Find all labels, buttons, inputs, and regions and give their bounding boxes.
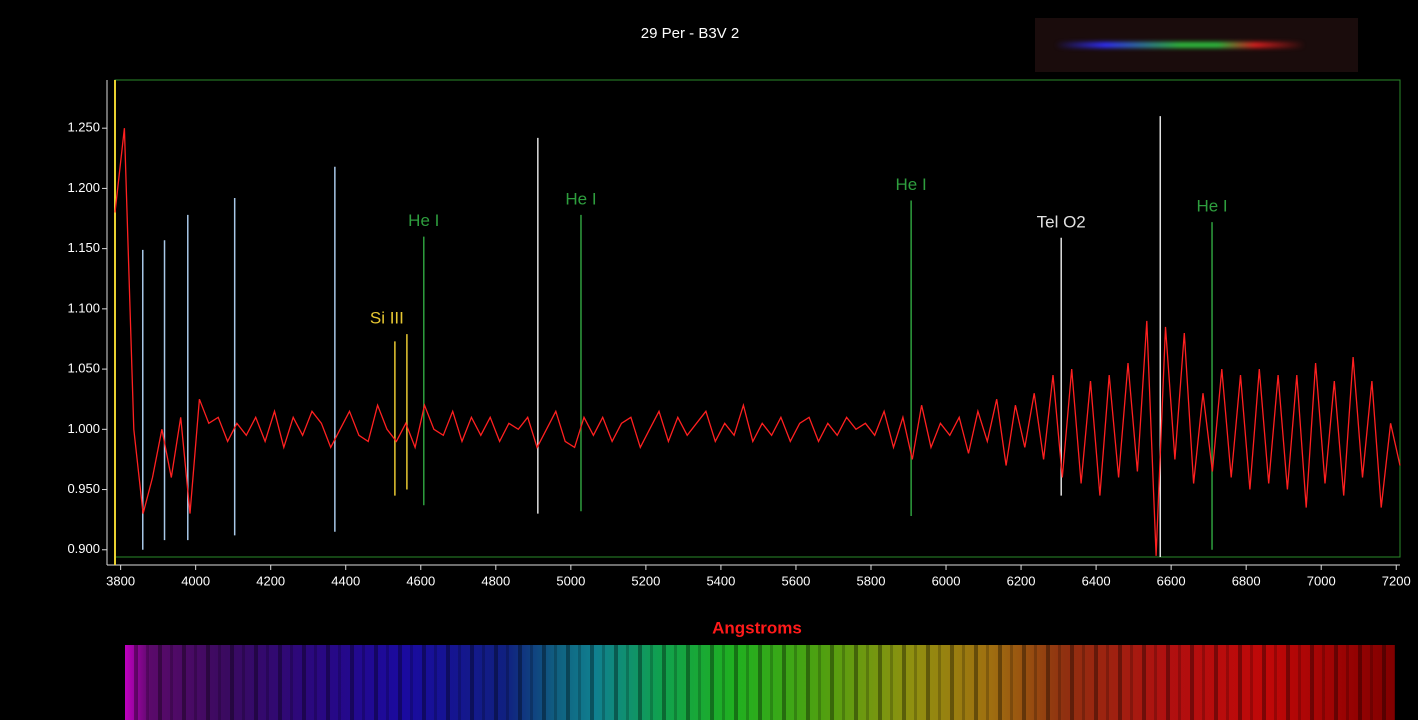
x-tick-label: 4200 (256, 573, 285, 588)
x-tick-label: 6200 (1007, 573, 1036, 588)
x-tick-label: 5000 (556, 573, 585, 588)
x-tick-label: 4800 (481, 573, 510, 588)
x-tick-label: 3800 (106, 573, 135, 588)
y-tick-label: 1.250 (67, 120, 100, 135)
y-tick-label: 1.050 (67, 361, 100, 376)
y-tick-label: 1.000 (67, 421, 100, 436)
spectral-line-label: He I (896, 175, 927, 194)
spectral-line-label: Tel O2 (1037, 212, 1086, 231)
y-tick-label: 1.200 (67, 180, 100, 195)
app-window: 29 Per - B3V 2 Angstroms 0.900 0.950 1.000… (0, 0, 1418, 720)
spectrum-line (115, 128, 1400, 556)
chart-title: 29 Per - B3V 2 (641, 25, 739, 42)
y-tick-label: 1.150 (67, 240, 100, 255)
spectral-line-label: He I (565, 189, 596, 208)
spectral-line-label: He I (408, 211, 439, 230)
y-tick-label: 0.950 (67, 481, 100, 496)
y-tick-label: 1.100 (67, 300, 100, 315)
chart: 29 Per - B3V 2 Angstroms 0.900 0.950 1.000… (0, 0, 1418, 640)
x-tick-label: 4400 (331, 573, 360, 588)
x-tick-label: 5200 (631, 573, 660, 588)
x-tick-label: 7200 (1382, 573, 1411, 588)
spectral-line-label: Si III (370, 309, 404, 328)
x-tick-label: 6800 (1232, 573, 1261, 588)
x-tick-label: 4600 (406, 573, 435, 588)
x-tick-label: 6600 (1157, 573, 1186, 588)
x-axis-label: Angstroms (712, 618, 802, 637)
x-tick-label: 7000 (1307, 573, 1336, 588)
x-tick-label: 5400 (706, 573, 735, 588)
spectral-line-label: He I (1196, 197, 1227, 216)
x-tick-label: 4000 (181, 573, 210, 588)
plot-frame (115, 80, 1400, 557)
x-tick-label: 6000 (932, 573, 961, 588)
x-tick-label: 6400 (1082, 573, 1111, 588)
x-tick-label: 5600 (781, 573, 810, 588)
spectrum-strip (125, 645, 1395, 720)
y-tick-label: 0.900 (67, 541, 100, 556)
x-tick-label: 5800 (857, 573, 886, 588)
